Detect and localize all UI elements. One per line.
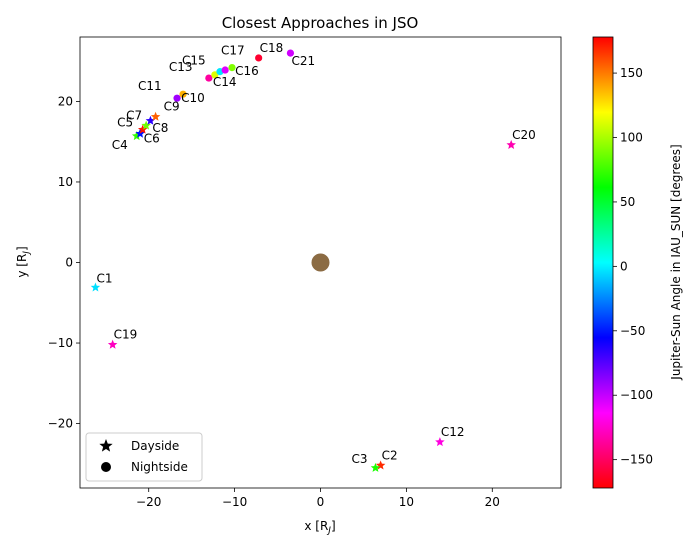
point-label-c21: C21 xyxy=(291,54,315,68)
legend: Dayside Nightside xyxy=(85,432,203,482)
colorbar: −150 −100 −50 0 50 100 150 Jupiter-Sun Angle i… xyxy=(592,36,683,489)
nightside-point-c18 xyxy=(255,54,263,62)
colorbar-tick-label: 150 xyxy=(620,66,643,80)
nightside-point-c13 xyxy=(205,74,213,82)
colorbar-gradient xyxy=(592,36,614,489)
point-label-c5: C5 xyxy=(117,116,133,130)
point-label-c18: C18 xyxy=(260,41,284,55)
point-label-c10: C10 xyxy=(181,91,205,105)
data-points xyxy=(90,49,516,472)
nightside-point-c14 xyxy=(211,71,219,79)
point-label-c6: C6 xyxy=(144,132,160,146)
dayside-point-c6 xyxy=(137,124,148,134)
dayside-point-c20 xyxy=(506,139,516,149)
colorbar-label: Jupiter-Sun Angle in IAU_SUN [degrees] xyxy=(669,144,683,380)
nightside-point-c21 xyxy=(286,49,295,57)
point-label-c4: C4 xyxy=(112,138,128,152)
point-label-c20: C20 xyxy=(512,128,536,142)
y-tick-label: −20 xyxy=(48,417,73,431)
colorbar-tick-label: 100 xyxy=(620,131,643,145)
dayside-point-c19 xyxy=(107,339,118,349)
colorbar-tick-label: 50 xyxy=(620,195,635,209)
x-tick-label: 10 xyxy=(399,495,414,509)
legend-label-dayside: Dayside xyxy=(131,439,179,453)
nightside-point-c17 xyxy=(228,64,236,72)
x-tick-label: −20 xyxy=(136,495,161,509)
dayside-point-c3 xyxy=(370,462,381,472)
axes: −20 −10 0 10 20 −20 −10 0 10 20 xyxy=(48,36,562,509)
x-tick-label: 0 xyxy=(317,495,325,509)
legend-label-nightside: Nightside xyxy=(131,460,188,474)
dayside-point-c4 xyxy=(131,131,142,141)
legend-star-icon xyxy=(99,439,113,452)
point-label-c17: C17 xyxy=(221,44,245,58)
colorbar-tick-label: 0 xyxy=(620,259,628,273)
point-label-c2: C2 xyxy=(382,448,398,462)
point-label-c3: C3 xyxy=(351,452,367,466)
y-tick-label: 0 xyxy=(65,256,73,270)
x-tick-label: 20 xyxy=(485,495,500,509)
dayside-point-c1 xyxy=(90,282,101,292)
point-labels: C1C2C3C4C5C6C7C8C9C10C11C12C13C14C15C16C… xyxy=(96,41,535,466)
point-label-c11: C11 xyxy=(138,79,162,93)
plot-area xyxy=(311,253,330,272)
legend-box xyxy=(85,432,203,482)
point-label-c19: C19 xyxy=(114,328,138,342)
dayside-point-c2 xyxy=(375,460,386,470)
dayside-point-c8 xyxy=(145,115,156,125)
y-axis-label: y [RJ] xyxy=(15,246,32,277)
dayside-point-c12 xyxy=(435,437,445,447)
point-label-c14: C14 xyxy=(213,75,237,89)
y-tick-label: 20 xyxy=(58,94,73,108)
y-tick-label: −10 xyxy=(48,336,73,350)
y-tick-label: 10 xyxy=(58,175,73,189)
colorbar-tick-label: −150 xyxy=(620,453,653,467)
x-axis-label: x [RJ] xyxy=(304,519,335,536)
point-label-c8: C8 xyxy=(152,121,168,135)
point-label-c15: C15 xyxy=(182,54,206,68)
point-label-c12: C12 xyxy=(441,425,465,439)
nightside-point-c16 xyxy=(221,66,229,74)
jupiter-marker xyxy=(311,253,330,272)
point-label-c16: C16 xyxy=(235,64,259,78)
dayside-point-c9 xyxy=(150,111,161,121)
dayside-point-c7 xyxy=(141,120,151,130)
x-tick-label: −10 xyxy=(222,495,247,509)
point-label-c1: C1 xyxy=(96,271,112,285)
chart-title: Closest Approaches in JSO xyxy=(222,14,419,32)
colorbar-tick-label: −50 xyxy=(620,324,645,338)
point-label-c9: C9 xyxy=(164,100,180,114)
point-label-c13: C13 xyxy=(169,60,193,74)
nightside-point-c10 xyxy=(179,90,187,98)
nightside-point-c11 xyxy=(173,94,181,102)
colorbar-tick-label: −100 xyxy=(620,388,653,402)
point-label-c7: C7 xyxy=(126,109,142,123)
legend-circle-icon xyxy=(101,462,111,472)
